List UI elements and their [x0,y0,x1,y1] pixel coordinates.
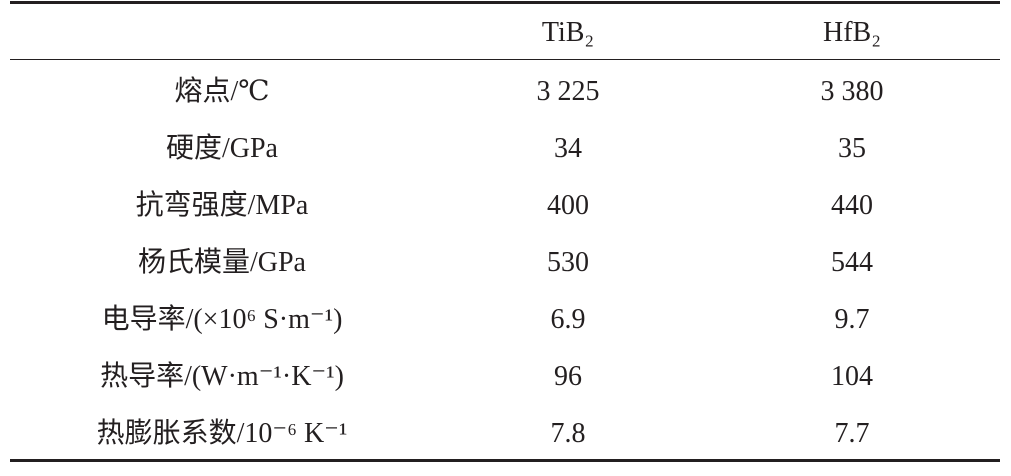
top-rule [10,1,1000,4]
cell-value: 104 [831,361,873,392]
row-label: 硬度/GPa [165,133,278,164]
cell-value: 3 380 [820,76,884,107]
row-label: 热膨胀系数/10⁻⁶ K⁻¹ [96,418,348,449]
cell-value: 3 225 [536,76,600,107]
cell-value: 7.7 [834,418,870,449]
column-header: TiB₂ [541,17,595,48]
cell-value: 6.9 [550,304,586,335]
header-rule [10,59,1000,60]
row-label: 熔点/℃ [174,76,270,107]
row-label: 电导率/(×10⁶ S·m⁻¹) [101,304,343,335]
cell-value: 440 [831,190,873,221]
cell-value: 9.7 [834,304,870,335]
cell-value: 96 [554,361,582,392]
cell-value: 7.8 [550,418,586,449]
cell-value: 544 [831,247,873,278]
cell-value: 35 [838,133,866,164]
row-label: 热导率/(W·m⁻¹·K⁻¹) [100,361,344,392]
column-header: HfB₂ [823,17,881,48]
row-label: 抗弯强度/MPa [135,190,309,221]
cell-value: 400 [547,190,589,221]
row-label: 杨氏模量/GPa [137,247,306,278]
cell-value: 530 [547,247,589,278]
bottom-rule [10,459,1000,462]
cell-value: 34 [554,133,582,164]
